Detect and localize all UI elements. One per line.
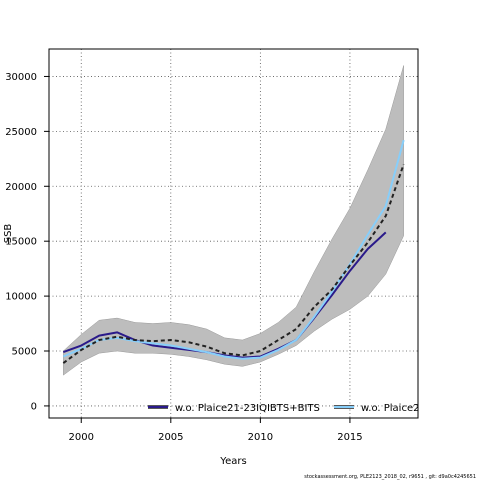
confidence-band [63,65,404,376]
x-axis-title: Years [219,456,246,467]
x-tick-label: 2005 [158,432,183,443]
y-axis-title: SSB [3,224,14,244]
legend: w.o. Plaice21-23IQIBTS+BITS w.o. Plaice2 [148,403,419,414]
y-tick-label: 30000 [5,72,37,83]
y-tick-label: 0 [31,401,37,412]
footer-source: stockassessment.org, PLE2123_2018_02, r9… [304,474,476,480]
x-axis: 2000 2005 2010 2015 [69,418,363,443]
legend-label: w.o. Plaice21-23IQIBTS+BITS [175,403,320,414]
x-tick-label: 2015 [337,432,362,443]
y-tick-label: 25000 [5,127,37,138]
series-line [62,139,405,360]
y-tick-label: 20000 [5,182,37,193]
legend-label: w.o. Plaice2 [361,403,419,414]
x-tick-label: 2010 [248,432,273,443]
series-layer [62,139,405,364]
plot-frame [48,48,419,419]
series-line [62,231,387,359]
y-tick-label: 5000 [12,347,37,358]
confidence-band-layer [63,65,404,376]
x-tick-label: 2000 [69,432,94,443]
y-tick-label: 10000 [5,292,37,303]
series-line [62,163,405,364]
y-axis: 0 5000 10000 15000 20000 25000 30000 [5,72,49,412]
y-tick-label: 15000 [5,237,37,248]
